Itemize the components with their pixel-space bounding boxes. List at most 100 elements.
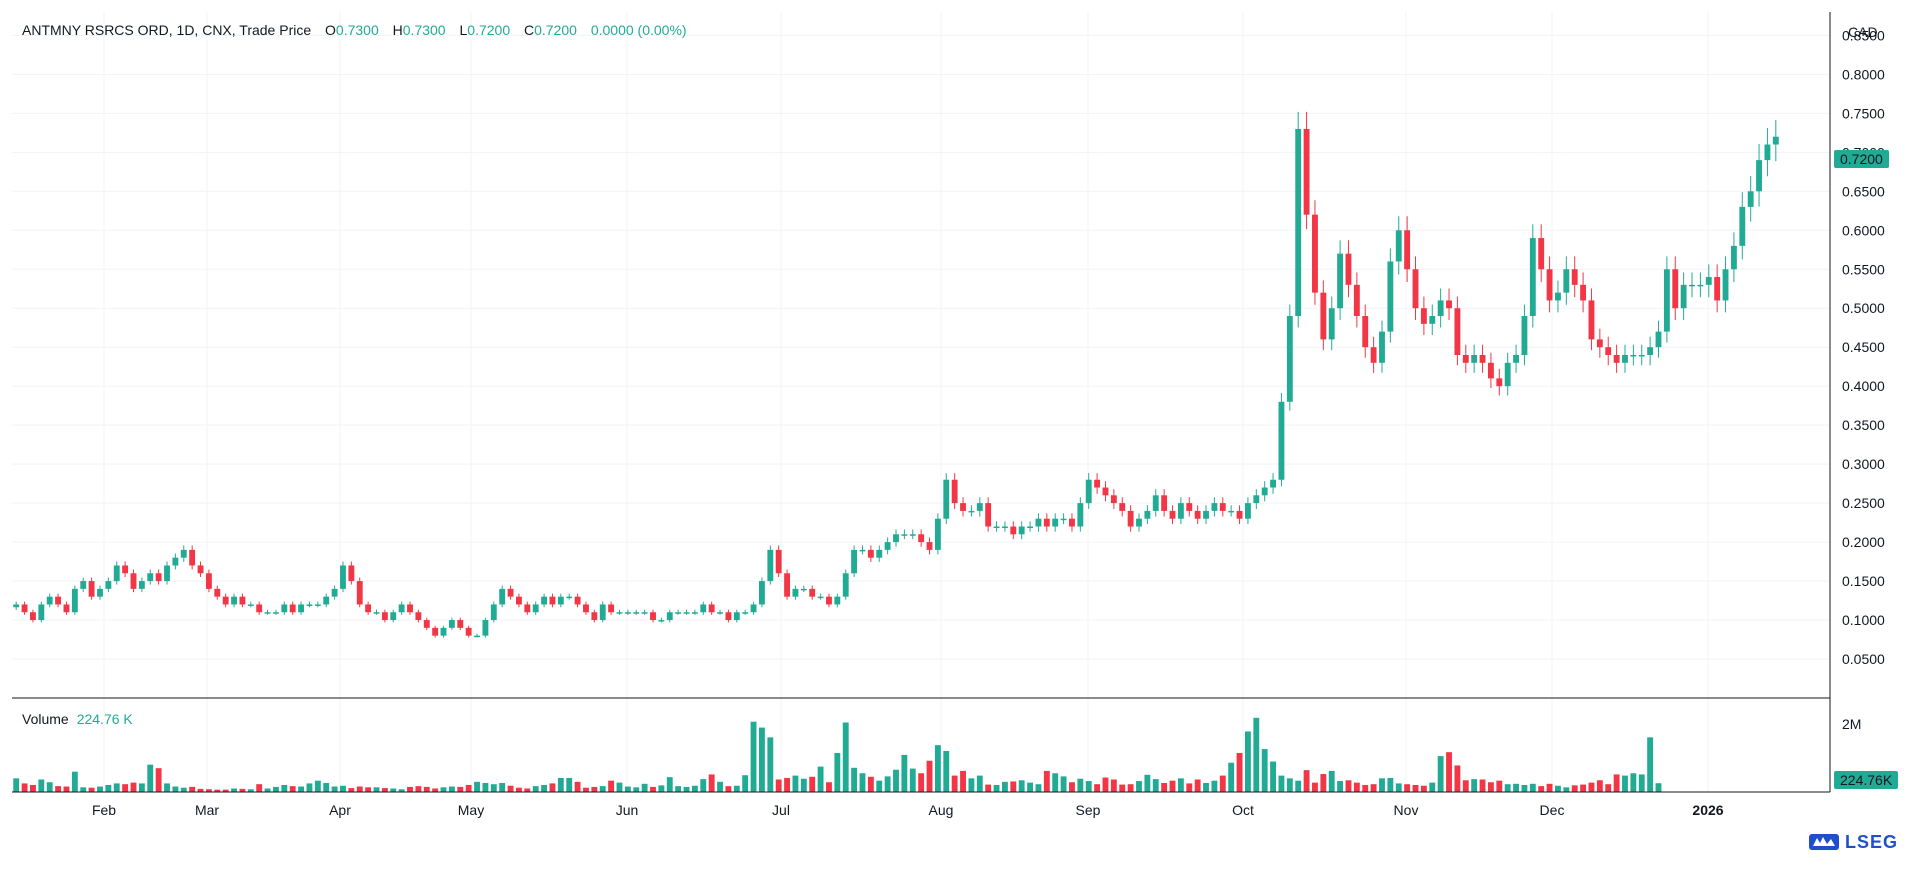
candle-body [1563, 269, 1570, 293]
candle-body [273, 612, 279, 614]
volume-bar [1404, 784, 1411, 792]
candle-body [1370, 347, 1377, 363]
low-label: L [459, 22, 468, 38]
candle-body [97, 588, 103, 597]
candle-body [541, 596, 548, 605]
candle-body [842, 573, 849, 597]
candle-body [591, 612, 598, 621]
volume-bar [1504, 784, 1511, 792]
candle-body [1496, 378, 1503, 387]
candle-body [943, 479, 950, 519]
volume-bar [205, 789, 212, 792]
volume-bar [1379, 778, 1385, 792]
volume-bar [423, 786, 430, 792]
volume-bar [88, 787, 95, 792]
candle-body [1379, 331, 1385, 363]
candle-body [390, 612, 397, 621]
volume-bar [113, 783, 120, 792]
candle-body [113, 565, 120, 582]
candle-body [71, 588, 78, 613]
volume-bar [1630, 773, 1637, 792]
open-value: 0.7300 [335, 22, 379, 38]
candle-body [1387, 261, 1394, 332]
candle-body [809, 588, 816, 597]
currency-label: CAD [1848, 24, 1878, 40]
candle-body [641, 612, 648, 614]
volume-bar [122, 784, 129, 792]
volume-layer [13, 717, 1662, 792]
volume-bar [71, 771, 78, 792]
volume-bar [474, 781, 480, 792]
volume-bar [742, 775, 749, 792]
candle-body [759, 581, 765, 605]
volume-bar [105, 784, 112, 792]
candle-body [683, 612, 690, 614]
volume-bar [1027, 782, 1033, 792]
volume-bar [1596, 780, 1603, 792]
low-value: 0.7200 [467, 22, 511, 38]
volume-bar [1588, 782, 1595, 792]
volume-bar [1228, 762, 1235, 792]
volume-bar [1613, 774, 1620, 792]
candle-body [1705, 277, 1712, 285]
volume-bar [557, 777, 564, 792]
candle-body [1069, 518, 1075, 527]
volume-bar [256, 784, 263, 792]
volume-bar [1236, 752, 1243, 792]
candle-body [700, 604, 707, 613]
volume-bar [1571, 785, 1578, 792]
candle-body [407, 604, 413, 613]
x-tick-label: Jun [616, 802, 639, 818]
candle-body [1747, 191, 1754, 207]
candle-body [1429, 316, 1436, 324]
volume-bar [448, 786, 455, 792]
volume-bar [1102, 777, 1109, 792]
candle-body [1622, 355, 1628, 363]
volume-bar [851, 767, 858, 792]
candle-body [1471, 355, 1478, 363]
candle-body [30, 612, 36, 621]
candle-body [951, 479, 958, 504]
volume-bar [46, 782, 53, 792]
candle-body [122, 565, 129, 574]
volume-bar [1077, 778, 1084, 792]
volume-bar [1161, 783, 1168, 792]
candle-body [1487, 362, 1494, 379]
volume-bar [373, 787, 380, 792]
candle-body [1655, 331, 1662, 348]
candle-body [1772, 136, 1779, 145]
candle-body [197, 565, 204, 574]
candle-body [1362, 316, 1369, 348]
candle-body [893, 534, 899, 543]
candle-body [624, 612, 631, 614]
candle-body [172, 557, 179, 566]
volume-bar [1513, 783, 1519, 792]
volume-bar [189, 786, 196, 792]
volume-bar [1069, 782, 1075, 792]
candle-body [289, 604, 296, 613]
volume-tag: 224.76K [1834, 771, 1899, 789]
candle-body [1035, 518, 1042, 527]
volume-bar [1454, 765, 1461, 792]
candle-body [876, 549, 883, 558]
legend-header: ANTMNY RSRCS ORD, 1D, CNX, Trade Price O… [22, 22, 687, 38]
volume-bar [197, 788, 204, 792]
candle-body [926, 542, 933, 550]
candle-layer [13, 111, 1779, 638]
volume-bar [1060, 776, 1067, 792]
volume-bar [1647, 737, 1654, 792]
candle-body [1286, 316, 1293, 402]
volume-bar [1094, 784, 1101, 792]
x-tick-label: May [458, 802, 484, 818]
volume-bar [390, 788, 397, 792]
volume-bar [38, 779, 45, 792]
volume-bar [1622, 775, 1628, 792]
volume-bar [750, 721, 757, 792]
volume-bar [1337, 781, 1344, 792]
candle-body [516, 596, 522, 605]
candle-body [1001, 526, 1008, 528]
volume-bar [231, 788, 237, 792]
candle-body [1479, 355, 1486, 363]
y-tick-label: 0.8000 [1842, 66, 1885, 82]
candle-body [499, 588, 506, 605]
